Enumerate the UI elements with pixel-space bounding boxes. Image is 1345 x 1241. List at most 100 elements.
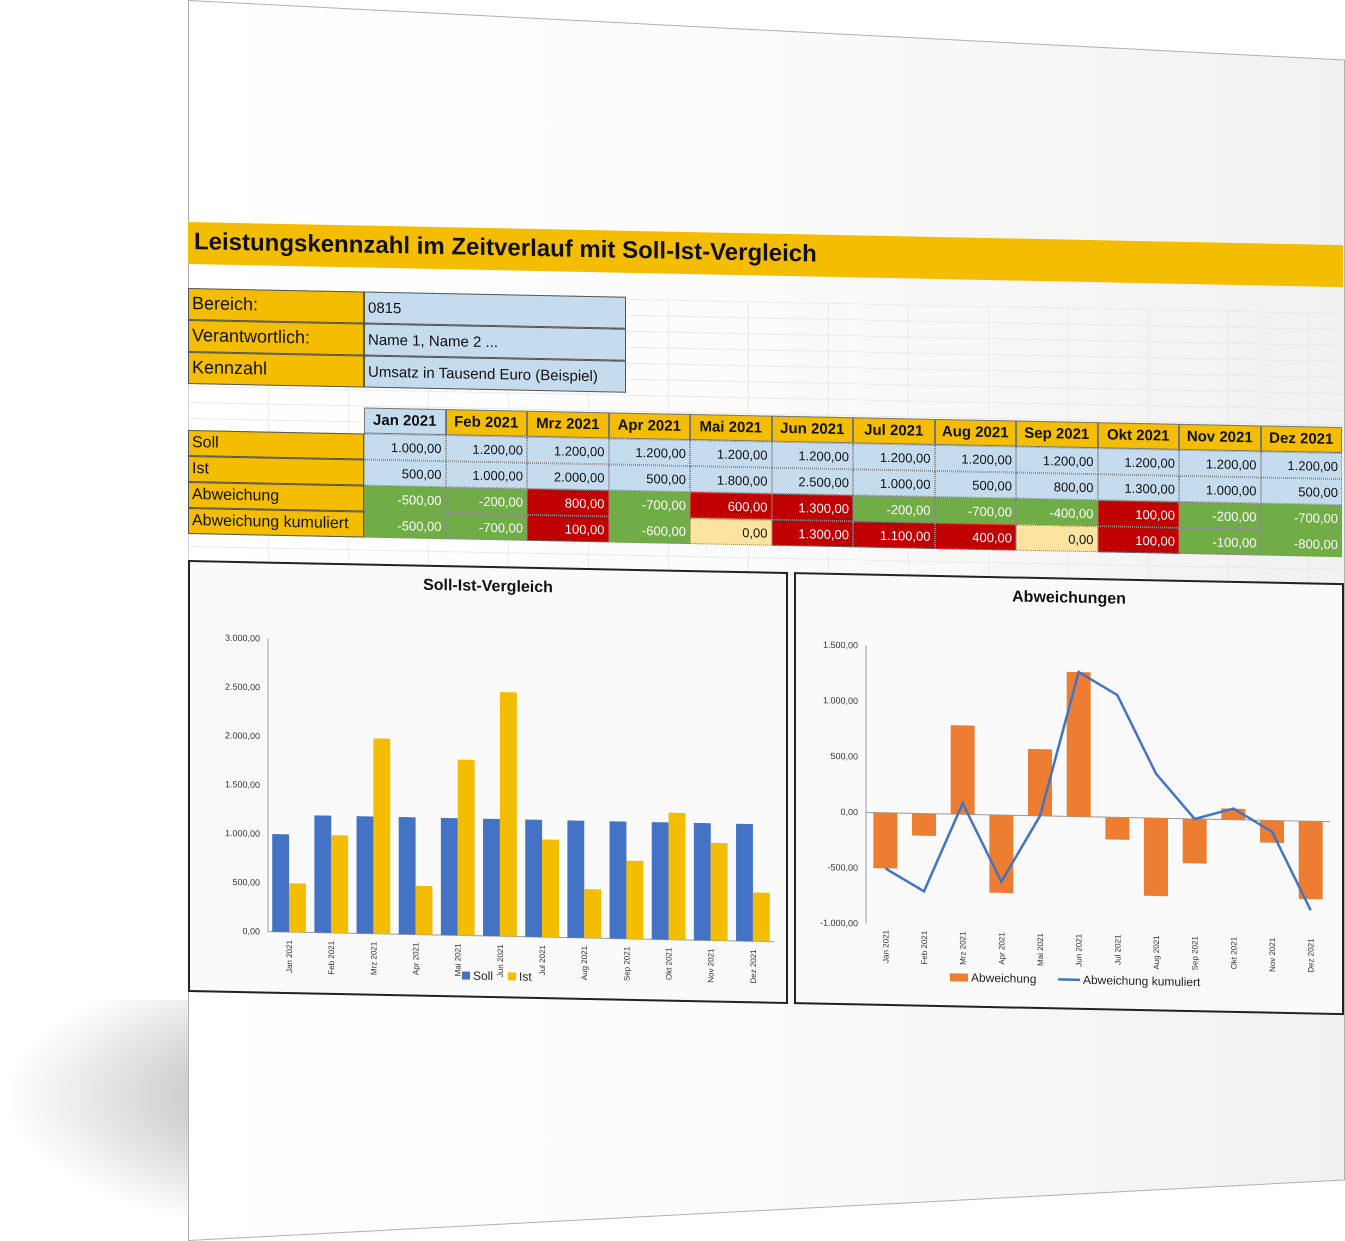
table-cell[interactable]: 1.200,00	[445, 435, 527, 463]
table-cell[interactable]: 1.000,00	[364, 433, 446, 462]
month-header: Jan 2021	[364, 407, 446, 436]
y-tick-label: 500,00	[232, 877, 260, 888]
legend-swatch-ist	[508, 972, 516, 981]
table-cell[interactable]: 1.200,00	[527, 436, 609, 465]
table-cell[interactable]: 1.200,00	[1097, 448, 1179, 476]
table-cell[interactable]: 0,00	[1016, 524, 1098, 553]
table-cell[interactable]: 100,00	[1097, 526, 1179, 554]
bar-soll	[651, 822, 669, 940]
table-cell[interactable]: 1.300,00	[771, 493, 853, 522]
info-value-bereich[interactable]: 0815	[364, 291, 626, 329]
y-tick-label: 1.000,00	[225, 828, 260, 839]
table-cell[interactable]: 100,00	[1097, 500, 1179, 528]
table-cell[interactable]: 500,00	[364, 459, 446, 488]
table-cell[interactable]: 1.200,00	[1016, 446, 1098, 475]
info-value-kennzahl[interactable]: Umsatz in Tausend Euro (Beispiel)	[364, 355, 626, 393]
table-cell[interactable]: 1.200,00	[771, 441, 853, 470]
table-cell[interactable]: 2.000,00	[527, 462, 609, 491]
table-cell[interactable]: 2.500,00	[771, 467, 853, 496]
table-cell[interactable]: 1.300,00	[1097, 474, 1179, 502]
table-cell[interactable]: -200,00	[1179, 501, 1261, 530]
table-cell[interactable]: -200,00	[853, 495, 935, 523]
bar-ist	[499, 692, 517, 937]
y-tick-label: -500,00	[827, 862, 858, 873]
legend-label-abweichung: Abweichung	[971, 971, 1036, 986]
table-cell[interactable]: -600,00	[608, 516, 690, 545]
y-tick-label: 2.500,00	[225, 682, 260, 693]
month-header: Feb 2021	[445, 409, 527, 437]
x-tick-label: Feb 2021	[327, 940, 336, 975]
month-header: Dez 2021	[1260, 425, 1342, 454]
x-tick-label: Jun 2021	[496, 944, 505, 978]
y-tick-label: 3.000,00	[225, 633, 260, 644]
table-cell[interactable]: 1.100,00	[853, 521, 935, 549]
table-cell[interactable]: 0,00	[690, 518, 772, 546]
chart-soll-ist-plot: 0,00 500,00 1.000,00 1.500,00 2.000,00 2.500,…	[225, 633, 774, 984]
y-tick-label: 2.000,00	[225, 730, 260, 741]
table-cell[interactable]: -700,00	[445, 513, 527, 541]
row-label: Abweichung kumuliert	[188, 508, 364, 538]
table-cell[interactable]: 500,00	[608, 464, 690, 493]
table-cell[interactable]: -700,00	[1260, 503, 1342, 532]
table-cell[interactable]: -500,00	[364, 485, 446, 514]
chart-soll-ist: Soll-Ist-Vergleich 0,00 500,00 1.000,00 1.5…	[188, 560, 788, 1004]
month-header: Apr 2021	[608, 412, 690, 441]
bar-ist	[457, 759, 475, 936]
month-header: Okt 2021	[1097, 422, 1179, 450]
month-header: Mai 2021	[690, 414, 772, 442]
table-cell[interactable]: 600,00	[690, 492, 772, 520]
info-value-verantwortlich[interactable]: Name 1, Name 2 ...	[364, 323, 626, 361]
table-cell[interactable]: 1.000,00	[1179, 475, 1261, 504]
legend-label-kumuliert: Abweichung kumuliert	[1083, 973, 1201, 989]
x-tick-label: Okt 2021	[1229, 936, 1238, 969]
table-cell[interactable]: -700,00	[608, 490, 690, 519]
x-tick-label: Jan 2021	[881, 929, 890, 963]
table-cell[interactable]: 1.200,00	[690, 440, 772, 468]
row-label: Soll	[188, 430, 364, 460]
line-abweichung-kumuliert	[884, 670, 1312, 911]
x-axis-line	[268, 931, 774, 943]
table-cell[interactable]: -700,00	[934, 496, 1016, 525]
bar-abweichung	[1028, 748, 1052, 817]
table-cell[interactable]: 1.200,00	[934, 444, 1016, 473]
bar-soll	[567, 820, 585, 938]
bar-ist	[331, 835, 349, 934]
table-cell[interactable]: 800,00	[527, 488, 609, 517]
table-cell[interactable]: 800,00	[1016, 472, 1098, 501]
table-cell[interactable]: 1.800,00	[690, 466, 772, 494]
bar-abweichung	[1066, 671, 1091, 817]
table-cell[interactable]: 1.000,00	[853, 469, 935, 497]
y-tick-label: 500,00	[830, 751, 858, 762]
bar-soll	[609, 821, 627, 939]
x-tick-label: Feb 2021	[920, 930, 929, 965]
bar-ist	[373, 738, 391, 935]
y-tick-label: 1.500,00	[823, 640, 858, 651]
table-cell[interactable]: 1.200,00	[1179, 449, 1261, 478]
x-tick-label: Mrz 2021	[369, 941, 378, 975]
x-tick-label: Aug 2021	[580, 945, 589, 980]
table-cell[interactable]: 100,00	[527, 514, 609, 543]
table-cell[interactable]: -200,00	[445, 487, 527, 515]
table-cell[interactable]: 1.200,00	[608, 438, 690, 467]
table-cell[interactable]: 400,00	[934, 522, 1016, 551]
y-tick-label: 0,00	[242, 926, 260, 936]
table-cell[interactable]: 500,00	[934, 470, 1016, 499]
bar-soll	[736, 823, 753, 942]
table-cell[interactable]: 1.300,00	[771, 519, 853, 548]
table-cell[interactable]: 1.000,00	[445, 461, 527, 489]
table-cell[interactable]: -100,00	[1179, 527, 1261, 556]
info-label-kennzahl: Kennzahl	[188, 352, 364, 388]
table-cell[interactable]: 1.200,00	[853, 443, 935, 471]
bar-abweichung	[1182, 818, 1207, 864]
legend-label-soll: Soll	[473, 969, 493, 983]
row-label: Abweichung	[188, 482, 364, 512]
table-cell[interactable]: -800,00	[1260, 529, 1342, 558]
legend-swatch-soll	[462, 971, 470, 980]
table-cell[interactable]: -400,00	[1016, 498, 1098, 527]
x-tick-label: Mrz 2021	[959, 931, 968, 965]
bar-ist	[289, 883, 306, 933]
x-tick-label: Jun 2021	[1075, 933, 1084, 967]
table-cell[interactable]: 500,00	[1260, 477, 1342, 506]
table-cell[interactable]: 1.200,00	[1260, 451, 1342, 480]
table-cell[interactable]: -500,00	[364, 511, 446, 540]
